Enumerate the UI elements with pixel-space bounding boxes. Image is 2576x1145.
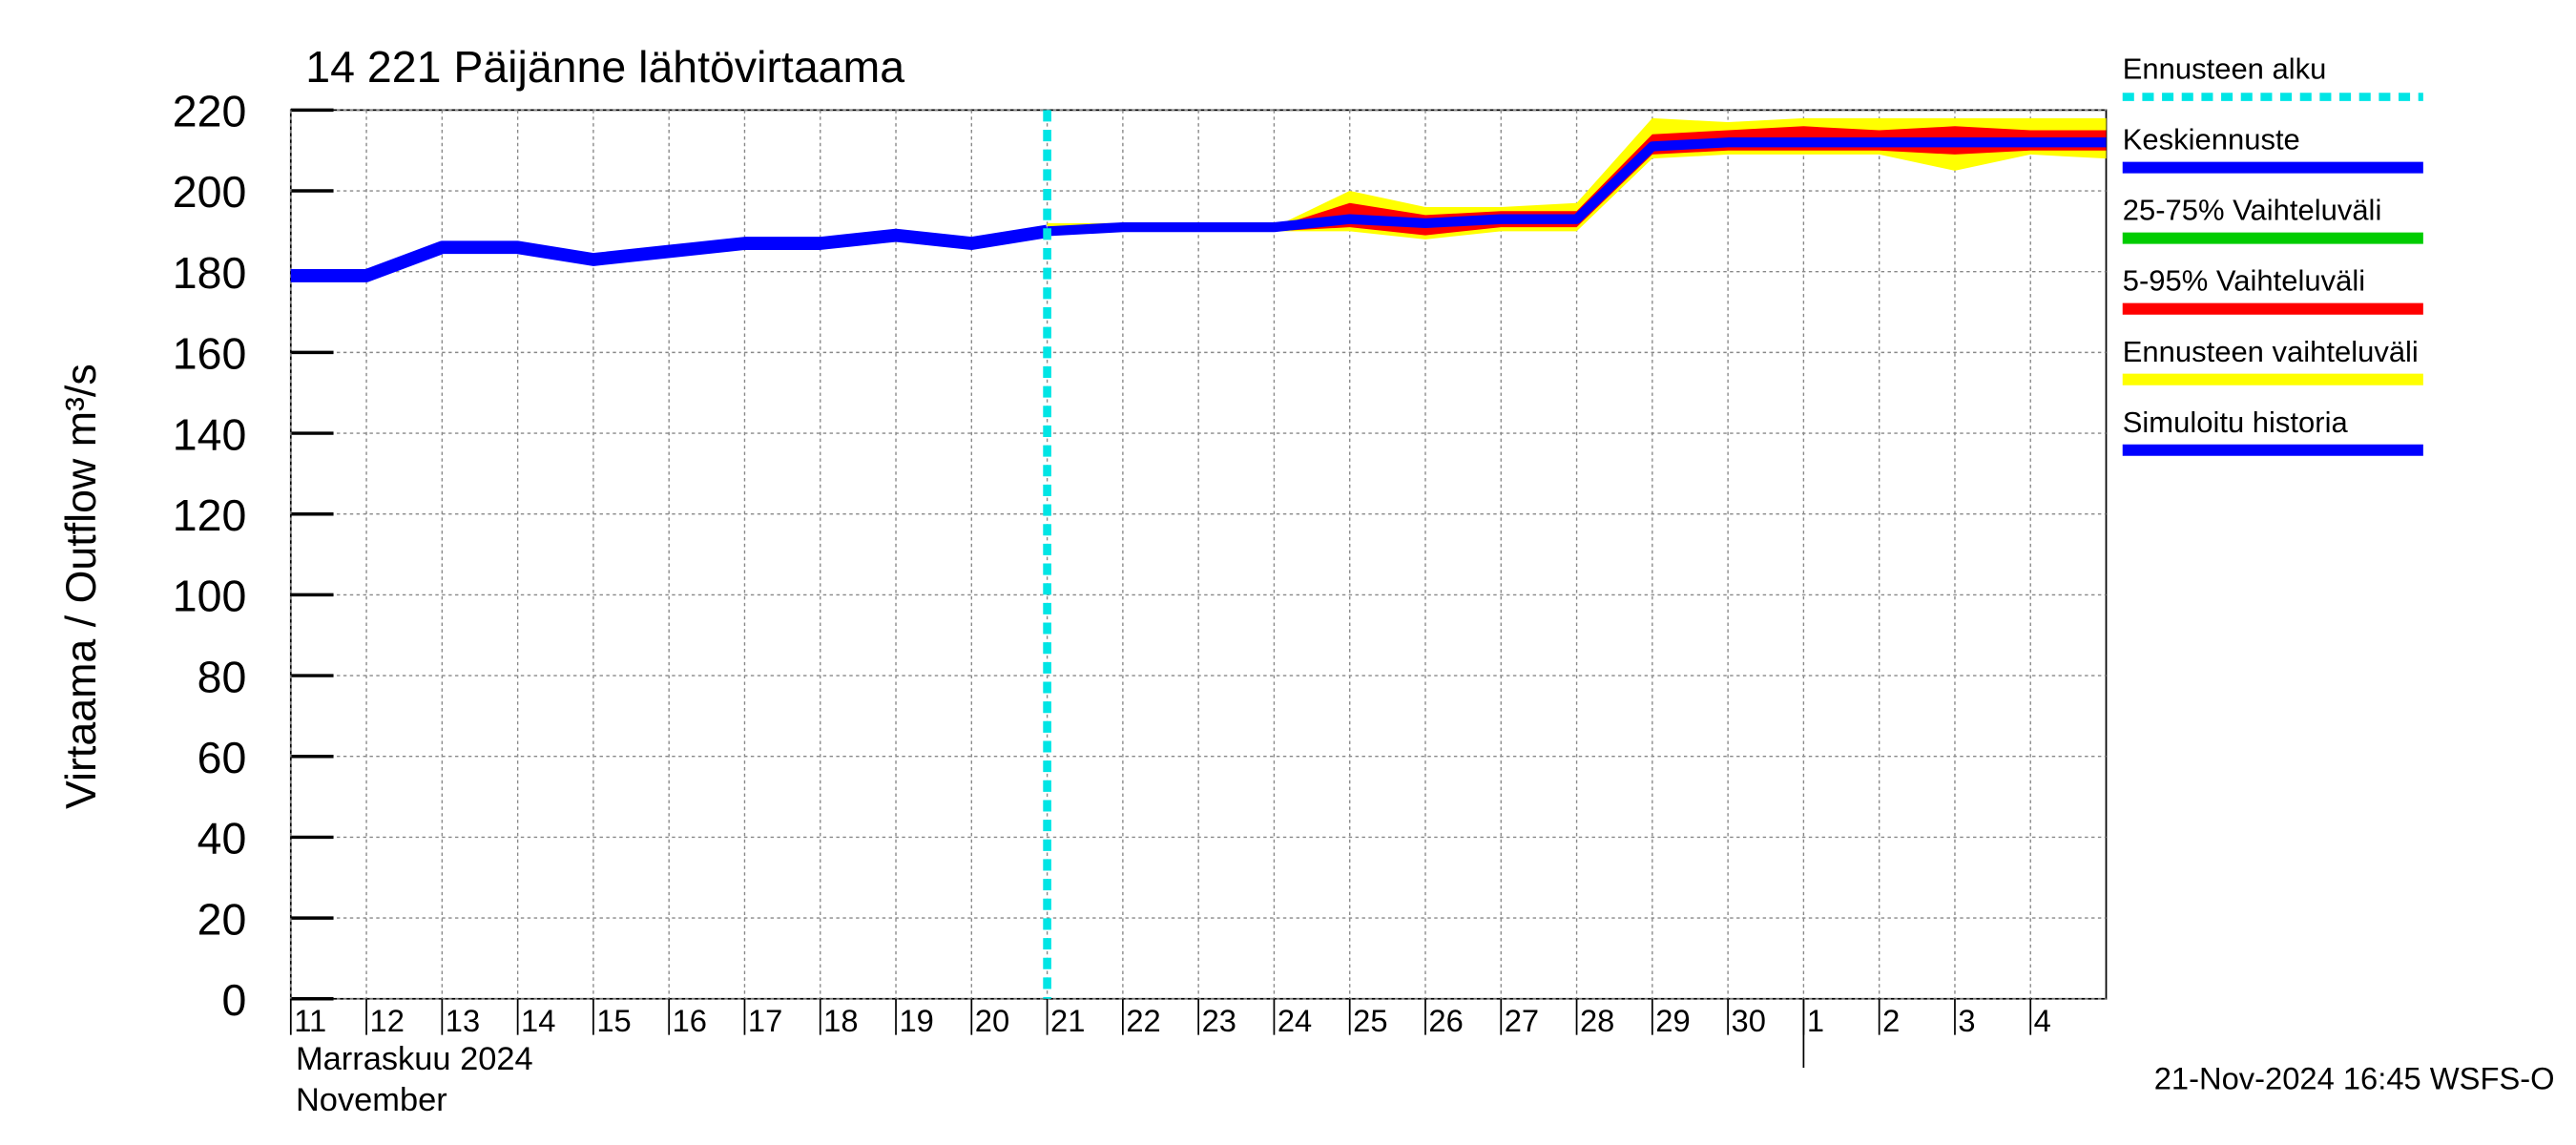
x-tick-label: 12 (370, 1003, 405, 1038)
y-tick-label: 140 (173, 409, 247, 459)
x-tick-label: 11 (294, 1003, 326, 1038)
legend-label: 25-75% Vaihteluväli (2123, 194, 2382, 227)
legend-label: 5-95% Vaihteluväli (2123, 264, 2365, 298)
footer: 21-Nov-2024 16:45 WSFS-O (2154, 1060, 2555, 1095)
y-tick-label: 60 (197, 733, 247, 782)
legend-label: Ennusteen alku (2123, 52, 2327, 86)
legend-label: Simuloitu historia (2123, 406, 2349, 439)
series-line (1047, 137, 2107, 237)
x-tick-label: 13 (446, 1003, 480, 1038)
x-tick-label: 2 (1882, 1003, 1900, 1038)
y-tick-label: 220 (173, 87, 247, 136)
x-tick-label: 30 (1732, 1003, 1766, 1038)
x-tick-label: 1 (1807, 1003, 1824, 1038)
x-tick-label: 24 (1278, 1003, 1312, 1038)
x-tick-label: 17 (748, 1003, 782, 1038)
x-tick-label: 21 (1050, 1003, 1085, 1038)
y-tick-label: 180 (173, 248, 247, 298)
x-tick-label: 25 (1353, 1003, 1387, 1038)
legend-label: Keskiennuste (2123, 123, 2300, 156)
x-tick-label: 20 (975, 1003, 1009, 1038)
y-tick-label: 40 (197, 814, 247, 864)
y-tick-label: 100 (173, 572, 247, 621)
y-tick-label: 20 (197, 894, 247, 944)
chart-title: 14 221 Päijänne lähtövirtaama (305, 42, 904, 92)
x-tick-label: 3 (1958, 1003, 1975, 1038)
y-tick-label: 0 (221, 975, 246, 1025)
y-tick-label: 80 (197, 652, 247, 701)
x-tick-label: 27 (1505, 1003, 1539, 1038)
x-tick-label: 15 (596, 1003, 631, 1038)
month-label: Marraskuu 2024 (296, 1041, 533, 1077)
x-tick-label: 18 (823, 1003, 858, 1038)
x-tick-label: 29 (1655, 1003, 1690, 1038)
legend-label: Ennusteen vaihteluväli (2123, 335, 2419, 368)
y-axis-label: Virtaama / Outflow m³/s (57, 364, 105, 809)
x-tick-label: 26 (1428, 1003, 1463, 1038)
month-label: November (296, 1082, 447, 1118)
x-tick-label: 14 (521, 1003, 555, 1038)
x-tick-label: 28 (1580, 1003, 1614, 1038)
x-tick-label: 23 (1202, 1003, 1236, 1038)
y-tick-label: 120 (173, 490, 247, 540)
x-tick-label: 19 (899, 1003, 933, 1038)
y-tick-label: 160 (173, 329, 247, 379)
series-line (290, 224, 1049, 282)
x-tick-label: 22 (1126, 1003, 1160, 1038)
y-tick-label: 200 (173, 167, 247, 217)
x-tick-label: 16 (673, 1003, 707, 1038)
x-tick-label: 4 (2034, 1003, 2051, 1038)
